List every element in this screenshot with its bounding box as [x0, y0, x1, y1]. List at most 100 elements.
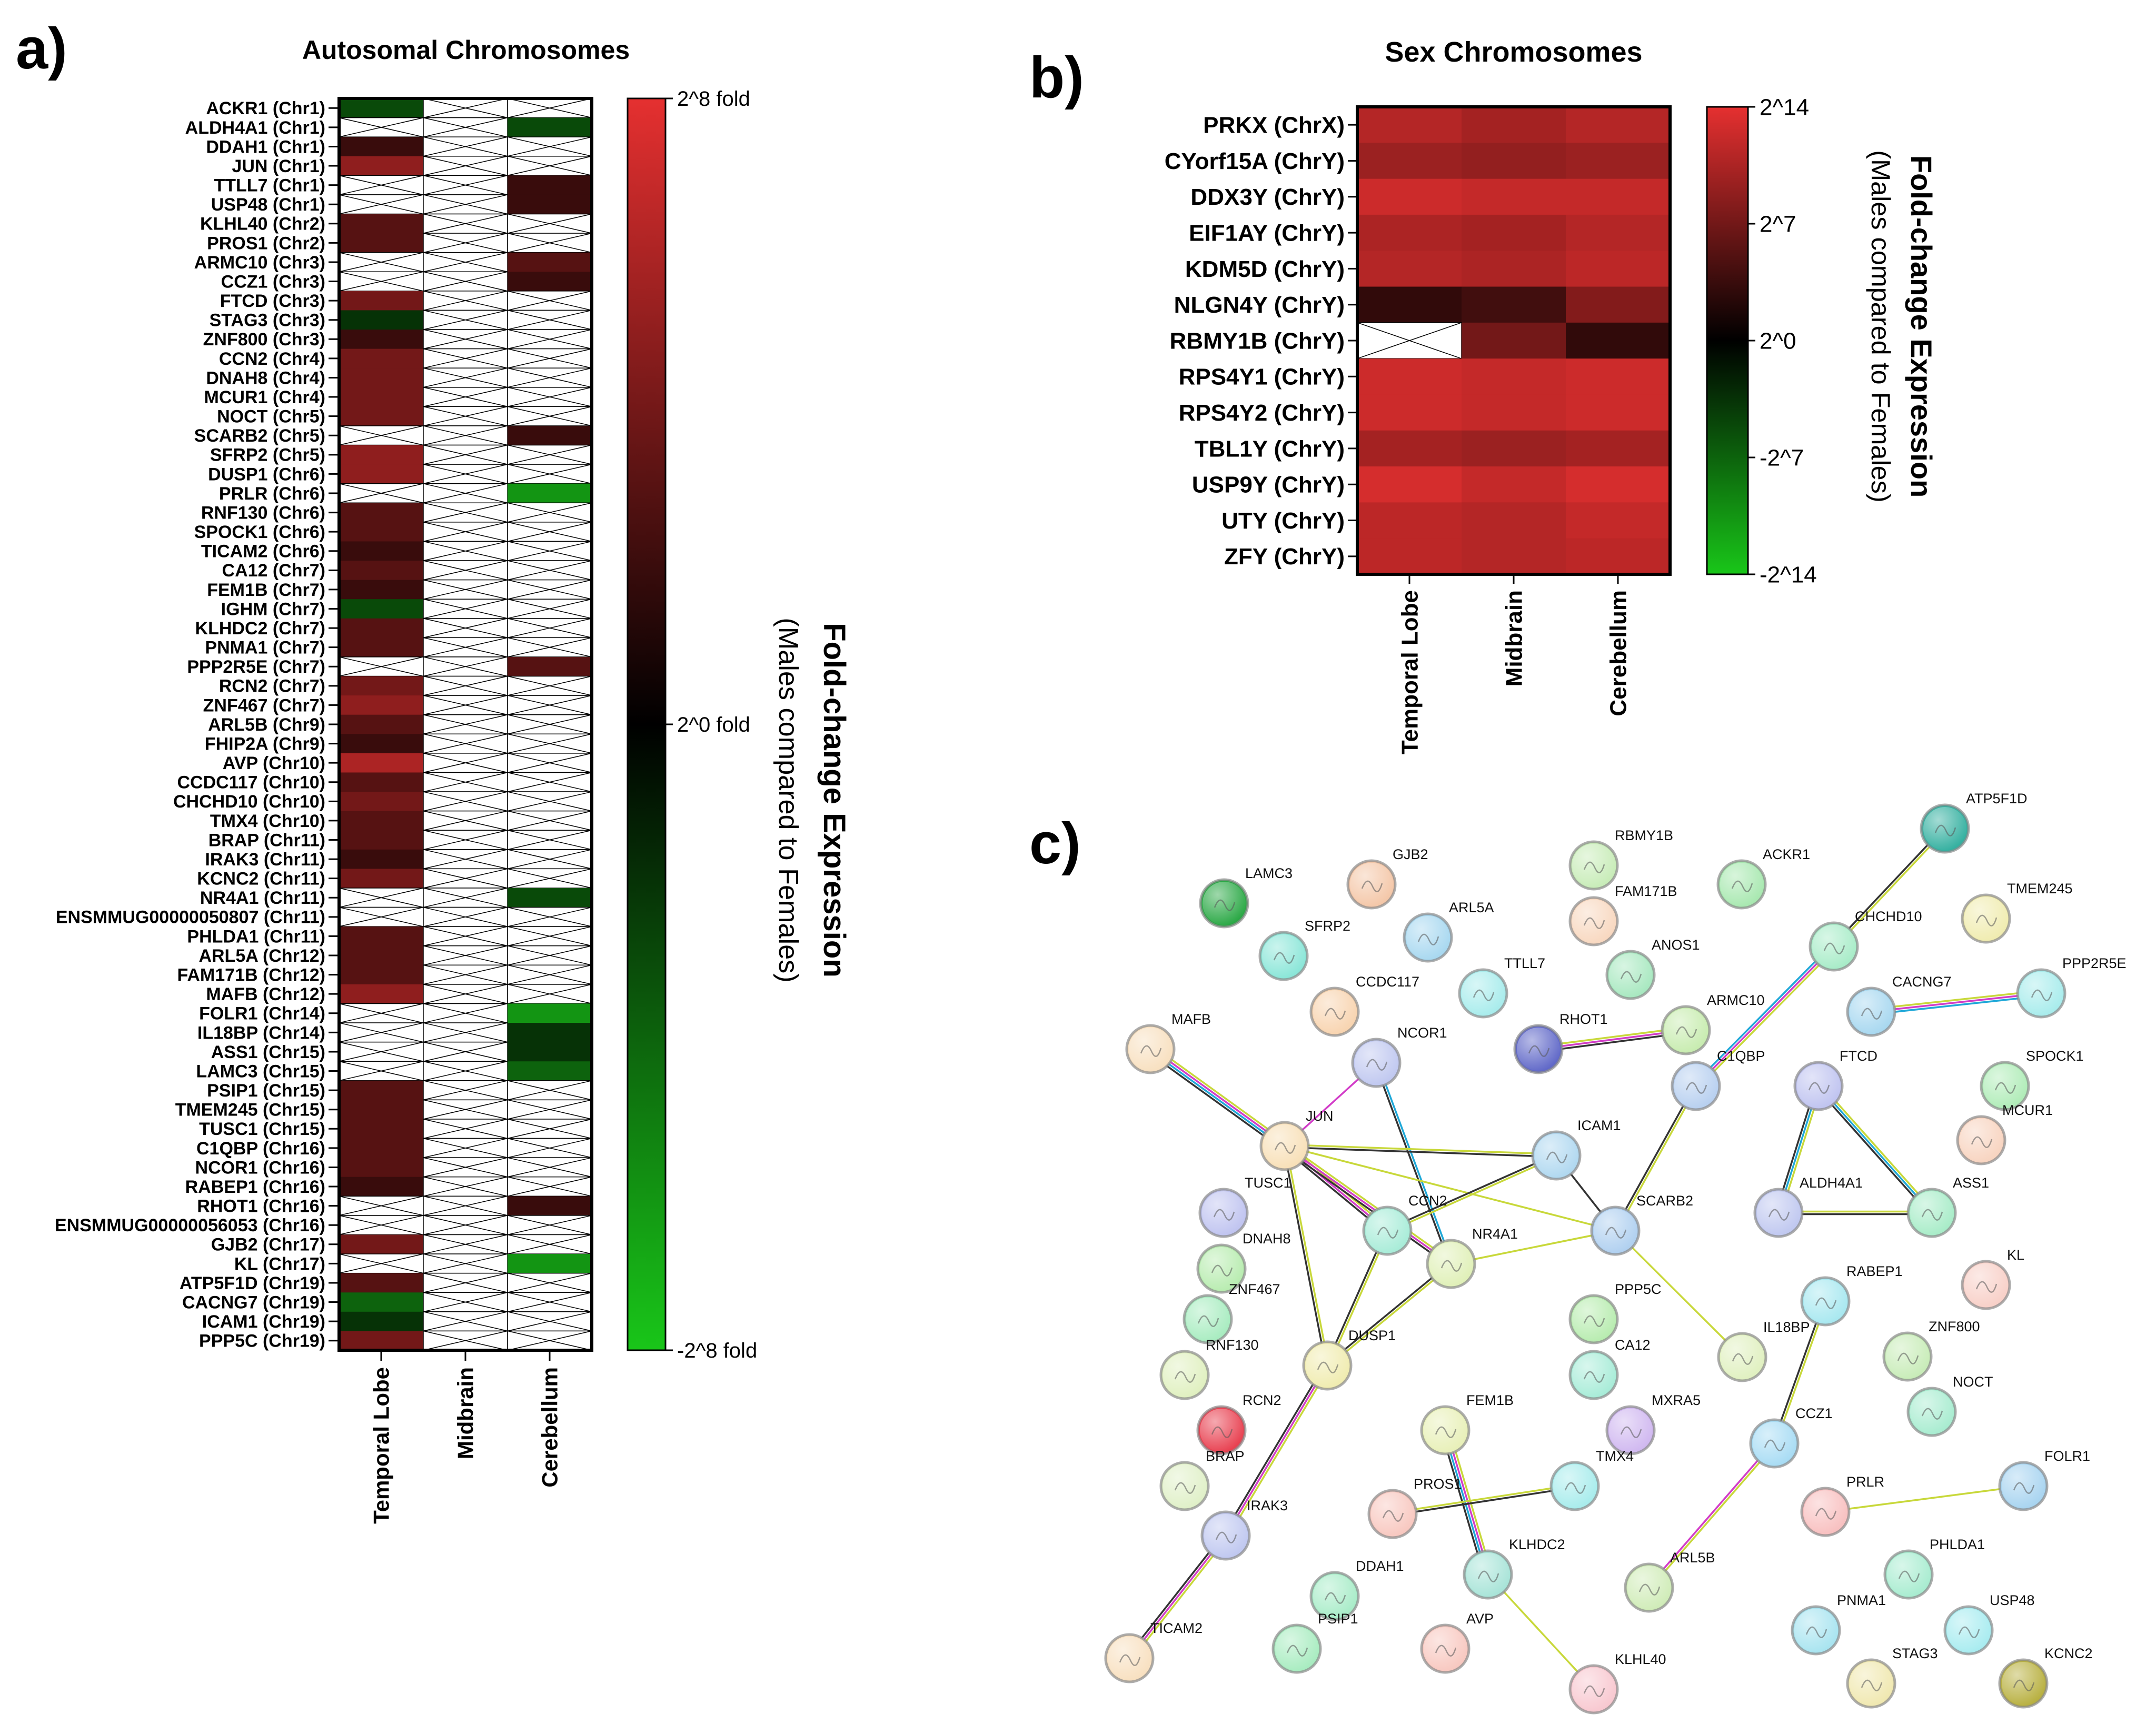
- row-label: ATP5F1D (Chr19): [180, 1273, 325, 1293]
- missing-cell-cross: [423, 637, 508, 657]
- missing-cell-cross: [339, 1215, 424, 1235]
- missing-cell-cross: [507, 522, 592, 542]
- node-structure-lamc3: [1214, 899, 1236, 911]
- missing-cell-cross: [423, 367, 508, 388]
- node-structure-rabep1: [1815, 1297, 1837, 1309]
- heatmap-cell: [1357, 107, 1462, 143]
- panel-label-b: b): [1029, 45, 1084, 110]
- missing-cell-cross: [423, 194, 508, 215]
- network-edge-scarb2-il18bp: [1614, 1230, 1743, 1358]
- missing-cell-cross: [423, 483, 508, 504]
- row-label: DDX3Y (ChrY): [1190, 184, 1345, 210]
- missing-cell-cross: [423, 1003, 508, 1023]
- missing-cell-cross: [423, 888, 508, 908]
- network-edge-ftcd-ass1: [1815, 1087, 1931, 1215]
- heatmap-cell: [1357, 178, 1462, 215]
- missing-cell-cross: [507, 1330, 592, 1351]
- row-label: MAFB (Chr12): [206, 984, 325, 1004]
- heatmap-cell: [1462, 466, 1566, 503]
- node-label-gjb2: GJB2: [1393, 846, 1428, 862]
- row-label: FTCD (Chr3): [220, 291, 325, 311]
- network-edge-ftcd-ass1: [1820, 1083, 1935, 1212]
- colorbar-subtitle: (Males compared to Females): [773, 617, 803, 982]
- colorbar-tick-label: 2^0 fold: [677, 713, 750, 736]
- missing-cell-cross: [339, 656, 424, 677]
- node-structure-rcn2: [1211, 1426, 1233, 1438]
- missing-cell-cross: [507, 1138, 592, 1158]
- missing-cell-cross: [507, 560, 592, 581]
- row-label: TMX4 (Chr10): [210, 811, 325, 831]
- node-label-armc10: ARMC10: [1707, 992, 1765, 1008]
- node-label-tmem245: TMEM245: [2007, 881, 2073, 896]
- missing-cell-cross: [339, 1061, 424, 1081]
- missing-cell-cross: [507, 1292, 592, 1312]
- heatmap-cell: [1357, 251, 1462, 287]
- network-edge-nr4a1-scarb2: [1450, 1230, 1616, 1265]
- row-label: SFRP2 (Chr5): [210, 445, 325, 465]
- node-structure-armc10: [1675, 1026, 1697, 1038]
- row-label: ALDH4A1 (Chr1): [185, 118, 325, 138]
- row-label: TMEM245 (Chr15): [175, 1100, 325, 1120]
- missing-cell-cross: [423, 675, 508, 696]
- missing-cell-cross: [423, 560, 508, 581]
- missing-cell-cross: [423, 1330, 508, 1351]
- heatmap-cell: [1462, 107, 1566, 143]
- missing-cell-cross: [423, 906, 508, 927]
- missing-cell-cross: [423, 618, 508, 639]
- column-label: Temporal Lobe: [1397, 590, 1423, 754]
- node-structure-prlr: [1815, 1508, 1837, 1520]
- heatmap-cell: [339, 1234, 424, 1254]
- network-edge-dusp1-irak3: [1223, 1363, 1326, 1535]
- heatmap-cell: [1566, 143, 1671, 180]
- node-structure-psip1: [1286, 1645, 1308, 1657]
- missing-cell-cross: [423, 945, 508, 966]
- missing-cell-cross: [507, 637, 592, 657]
- missing-cell-cross: [423, 310, 508, 330]
- interaction-network: LAMC3 GJB2 SFRP2 ARL5A TTLL7 CCDC117 RBMY1B FAM…: [1104, 791, 2127, 1715]
- network-nodes: LAMC3 GJB2 SFRP2 ARL5A TTLL7 CCDC117 RBMY1B FAM…: [1104, 791, 2127, 1715]
- node-structure-klhdc2: [1477, 1570, 1499, 1582]
- row-label: DDAH1 (Chr1): [206, 137, 325, 157]
- missing-cell-cross: [423, 964, 508, 985]
- node-structure-dnah8: [1211, 1264, 1233, 1277]
- heatmap-cell: [339, 753, 424, 773]
- node-structure-klhl40: [1583, 1685, 1605, 1697]
- network-edge-dusp1-irak3: [1227, 1366, 1330, 1538]
- network-edge-dusp1-irak3: [1225, 1365, 1328, 1536]
- network-edge-prlr-folr1: [1825, 1485, 2024, 1513]
- node-label-arl5b: ARL5B: [1670, 1550, 1715, 1566]
- row-label: ZNF467 (Chr7): [203, 695, 325, 715]
- heatmap-cell: [508, 1061, 592, 1081]
- heatmap-cell: [339, 1273, 424, 1293]
- missing-cell-cross: [423, 252, 508, 272]
- heatmap-cell: [1462, 430, 1566, 467]
- heatmap-cell: [508, 1254, 592, 1274]
- missing-cell-cross: [507, 906, 592, 927]
- missing-cell-cross: [423, 425, 508, 446]
- network-edge-mafb-jun: [1152, 1045, 1288, 1144]
- missing-cell-cross: [423, 1253, 508, 1274]
- node-label-mcur1: MCUR1: [2002, 1102, 2053, 1118]
- heatmap-cell: [508, 425, 592, 446]
- column-label: Midbrain: [453, 1367, 478, 1459]
- node-label-phlda1: PHLDA1: [1930, 1537, 1985, 1552]
- network-edge-cacng7-ppp2r5e: [1871, 990, 2041, 1010]
- heatmap-cell: [1357, 358, 1462, 395]
- missing-cell-cross: [339, 1195, 424, 1216]
- missing-cell-cross: [423, 1061, 508, 1081]
- node-label-rcn2: RCN2: [1243, 1392, 1281, 1408]
- heatmap-cell: [508, 1042, 592, 1062]
- heatmap-cell: [1566, 251, 1671, 287]
- missing-cell-cross: [423, 772, 508, 792]
- missing-cell-cross: [423, 464, 508, 484]
- missing-cell-cross: [1357, 322, 1462, 359]
- missing-cell-cross: [507, 387, 592, 407]
- row-label: ARMC10 (Chr3): [194, 253, 325, 273]
- heatmap-cell: [1566, 358, 1671, 395]
- node-label-tusc1: TUSC1: [1245, 1175, 1291, 1191]
- node-label-sfrp2: SFRP2: [1305, 918, 1350, 934]
- node-label-arl5a: ARL5A: [1449, 900, 1494, 915]
- row-label: CACNG7 (Chr19): [182, 1292, 325, 1312]
- node-structure-ncor1: [1366, 1059, 1388, 1071]
- heatmap-cell: [339, 984, 424, 1004]
